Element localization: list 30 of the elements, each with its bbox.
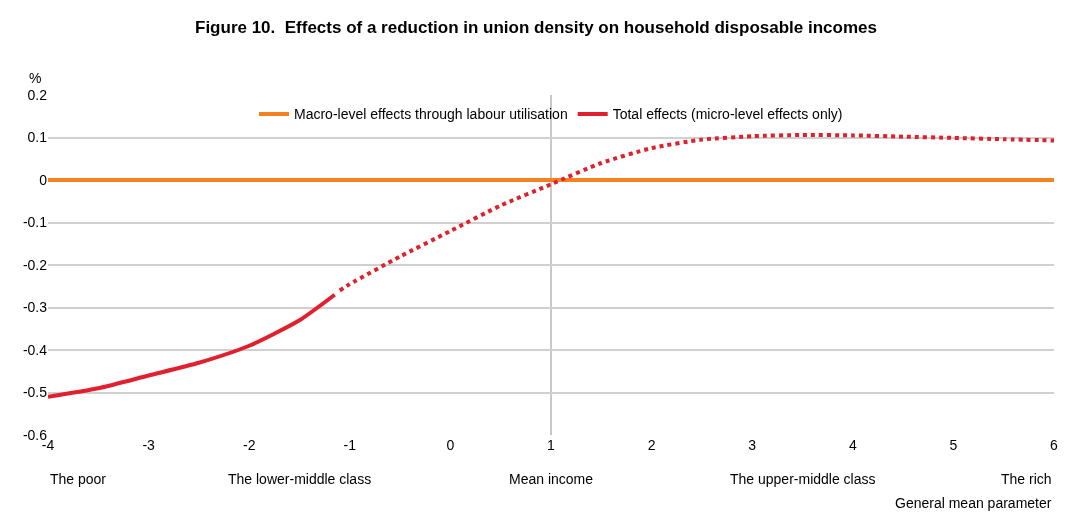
text: The upper-middle class [730,471,876,487]
x-tick-label: 2 [647,437,656,453]
line-series [48,292,337,399]
y-tick-label: -0.5 [22,384,48,401]
x-tick-label: 3 [748,437,757,453]
chart-title: Figure 10. Effects of a reduction in union density on household disposable incomes [195,17,877,37]
x-tick-label: 4 [848,437,857,453]
legend-label: Macro-level effects through labour utilisation [294,106,568,123]
y-tick-label: -0.2 [22,256,48,273]
text: The poor [50,471,107,487]
y-tick-label: 0.2 [27,86,48,103]
y-tick-label: 0 [39,171,48,188]
x-tick-label: 1 [547,437,556,453]
y-tick-label: -0.4 [22,341,48,358]
y-tick-label: -0.1 [22,214,48,231]
x-tick-label: 6 [1050,437,1059,453]
text: The lower-middle class [228,471,372,487]
x-tick-label: -3 [142,437,156,453]
x-tick-label: 5 [949,437,958,453]
line-series [337,132,1054,293]
y-tick-label: -0.3 [22,299,48,316]
x-tick-label: 0 [446,437,455,453]
text: Mean income [509,471,594,487]
text: The rich [1001,471,1052,487]
y-axis-title: % [29,70,42,86]
x-axis-title: General mean parameter [895,495,1052,511]
x-tick-label: -2 [242,437,256,453]
y-tick-label: 0.1 [27,129,48,146]
legend-label: Total effects (micro-level effects only) [612,106,843,123]
x-tick-label: -1 [343,437,357,453]
